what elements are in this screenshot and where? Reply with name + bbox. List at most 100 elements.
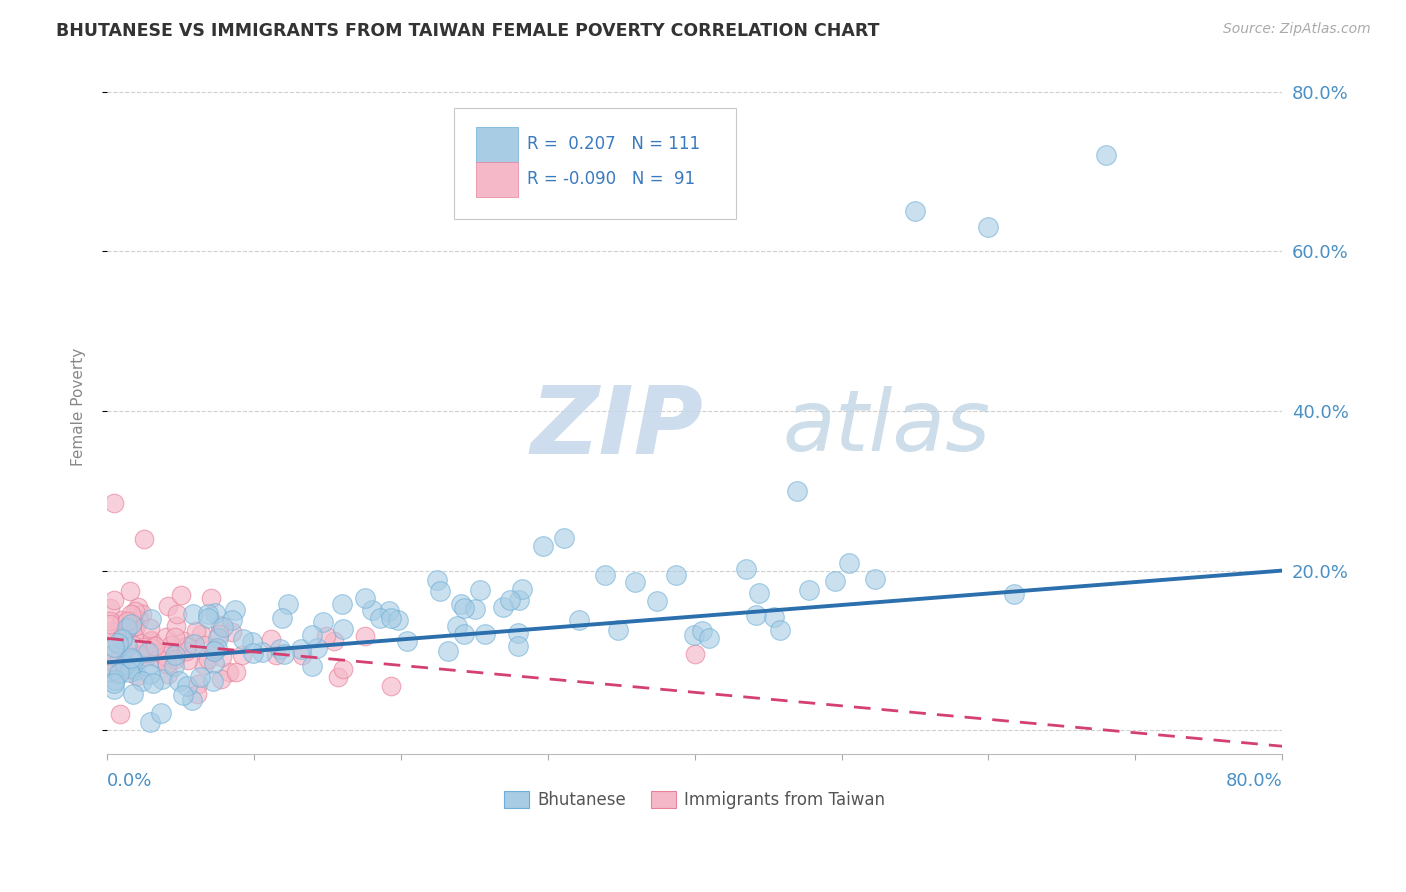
Point [197, 607, 219, 621]
Point [186, 687, 208, 701]
Point [114, 657, 136, 672]
Point [623, 575, 645, 590]
Point [159, 638, 181, 652]
Point [118, 583, 141, 598]
Point [499, 592, 522, 607]
Point [155, 648, 177, 663]
Point [212, 619, 235, 633]
Point [193, 657, 215, 672]
Point [492, 600, 515, 615]
Point [301, 627, 323, 641]
Point [131, 607, 153, 621]
Point [118, 665, 141, 680]
Point [139, 632, 162, 647]
Point [103, 663, 125, 677]
Point [207, 631, 229, 645]
Point [683, 648, 706, 662]
Point [150, 672, 173, 686]
Point [98, 614, 121, 628]
Point [224, 603, 246, 617]
Point [838, 556, 860, 570]
Point [128, 613, 150, 627]
Point [111, 632, 134, 647]
Point [242, 646, 264, 660]
Point [139, 611, 162, 625]
Point [165, 618, 187, 632]
Point [232, 632, 254, 646]
Point [277, 597, 299, 611]
Point [174, 644, 197, 658]
Point [98, 617, 121, 632]
Point [149, 706, 172, 721]
Point [211, 650, 233, 665]
Point [103, 648, 125, 662]
Point [266, 648, 288, 662]
Point [221, 624, 243, 639]
Point [132, 532, 155, 546]
Point [183, 636, 205, 650]
Text: R = -0.090   N =  91: R = -0.090 N = 91 [527, 170, 695, 188]
Point [218, 665, 240, 680]
Point [506, 626, 529, 640]
Point [380, 679, 402, 693]
Point [120, 617, 142, 632]
Point [110, 663, 132, 677]
Point [141, 645, 163, 659]
Point [163, 630, 186, 644]
Point [824, 574, 846, 588]
Point [197, 611, 219, 625]
Point [271, 611, 294, 625]
Point [122, 653, 145, 667]
Point [204, 606, 226, 620]
Point [863, 572, 886, 586]
Point [173, 634, 195, 648]
Point [103, 593, 125, 607]
Point [188, 670, 211, 684]
Point [121, 687, 143, 701]
Point [699, 632, 721, 646]
Point [108, 665, 131, 680]
Point [114, 658, 136, 673]
Point [136, 659, 159, 673]
Point [115, 614, 138, 628]
Point [531, 539, 554, 553]
Point [332, 662, 354, 676]
Point [167, 674, 190, 689]
Point [139, 634, 162, 648]
Point [108, 707, 131, 722]
Point [315, 629, 337, 643]
Point [142, 676, 165, 690]
Point [156, 657, 179, 671]
Text: BHUTANESE VS IMMIGRANTS FROM TAIWAN FEMALE POVERTY CORRELATION CHART: BHUTANESE VS IMMIGRANTS FROM TAIWAN FEMA… [56, 22, 880, 40]
Point [453, 627, 475, 641]
Point [139, 667, 162, 681]
Point [197, 652, 219, 666]
Point [166, 607, 188, 621]
Point [177, 653, 200, 667]
Point [103, 682, 125, 697]
Point [176, 679, 198, 693]
Point [181, 693, 204, 707]
Point [1095, 148, 1118, 162]
Point [201, 674, 224, 689]
Point [769, 623, 792, 637]
Point [468, 582, 491, 597]
Point [120, 661, 142, 675]
Point [748, 586, 770, 600]
Point [269, 641, 291, 656]
Point [176, 639, 198, 653]
Point [107, 636, 129, 650]
Point [186, 624, 208, 638]
Point [378, 604, 401, 618]
Point [98, 601, 121, 615]
Point [145, 650, 167, 665]
Point [353, 629, 375, 643]
Point [124, 603, 146, 617]
Text: atlas: atlas [783, 386, 991, 469]
Point [112, 630, 135, 644]
Point [132, 640, 155, 654]
Point [380, 610, 402, 624]
Point [322, 634, 344, 648]
Point [138, 715, 160, 730]
Point [202, 644, 225, 658]
